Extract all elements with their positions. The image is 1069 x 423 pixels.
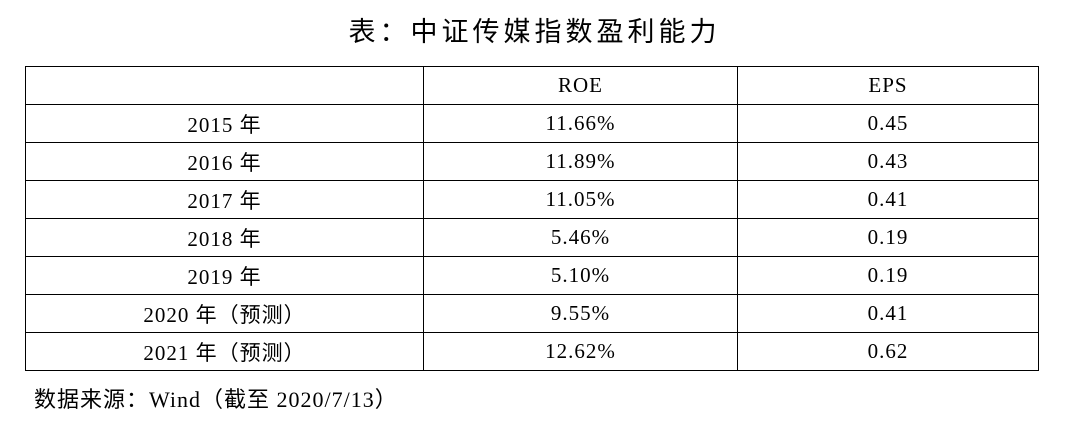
header-roe: ROE [423, 66, 738, 105]
eps-cell: 0.41 [737, 180, 1039, 219]
roe-cell: 11.05% [423, 180, 738, 219]
data-source-note: 数据来源：Wind（截至 2020/7/13） [34, 387, 398, 412]
roe-cell: 11.89% [423, 142, 738, 181]
year-cell: 2021 年（预测） [25, 332, 424, 371]
roe-cell: 9.55% [423, 294, 738, 333]
roe-cell: 5.10% [423, 256, 738, 295]
table-row: 2020 年（预测） 9.55% 0.41 [25, 294, 1039, 333]
roe-cell: 12.62% [423, 332, 738, 371]
table-row: 2015 年 11.66% 0.45 [25, 104, 1039, 143]
header-eps: EPS [737, 66, 1039, 105]
table-header-row: ROE EPS [25, 66, 1039, 105]
roe-cell: 5.46% [423, 218, 738, 257]
eps-cell: 0.19 [737, 218, 1039, 257]
eps-cell: 0.43 [737, 142, 1039, 181]
eps-cell: 0.45 [737, 104, 1039, 143]
profitability-table: ROE EPS 2015 年 11.66% 0.45 2016 年 11.89%… [25, 66, 1039, 371]
table-row: 2019 年 5.10% 0.19 [25, 256, 1039, 295]
year-cell: 2015 年 [25, 104, 424, 143]
eps-cell: 0.62 [737, 332, 1039, 371]
eps-cell: 0.19 [737, 256, 1039, 295]
table-row: 2018 年 5.46% 0.19 [25, 218, 1039, 257]
year-cell: 2016 年 [25, 142, 424, 181]
eps-cell: 0.41 [737, 294, 1039, 333]
roe-cell: 11.66% [423, 104, 738, 143]
table-row: 2021 年（预测） 12.62% 0.62 [25, 332, 1039, 371]
year-cell: 2018 年 [25, 218, 424, 257]
table-row: 2016 年 11.89% 0.43 [25, 142, 1039, 181]
year-cell: 2019 年 [25, 256, 424, 295]
year-cell: 2020 年（预测） [25, 294, 424, 333]
table-row: 2017 年 11.05% 0.41 [25, 180, 1039, 219]
header-year [25, 66, 424, 105]
year-cell: 2017 年 [25, 180, 424, 219]
table-title: 表：中证传媒指数盈利能力 [348, 17, 721, 47]
